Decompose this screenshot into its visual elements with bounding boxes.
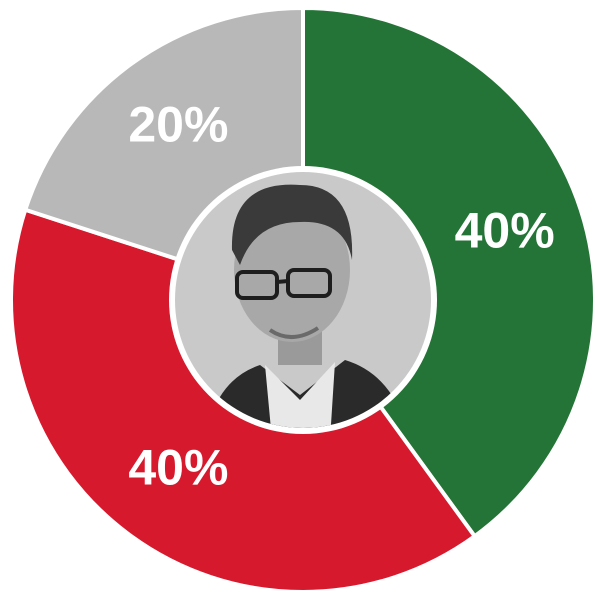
value-label: 40% (128, 440, 228, 496)
value-label: 20% (128, 97, 228, 153)
value-label: 40% (455, 203, 555, 259)
chart: 40% 40% 20% (0, 0, 598, 599)
